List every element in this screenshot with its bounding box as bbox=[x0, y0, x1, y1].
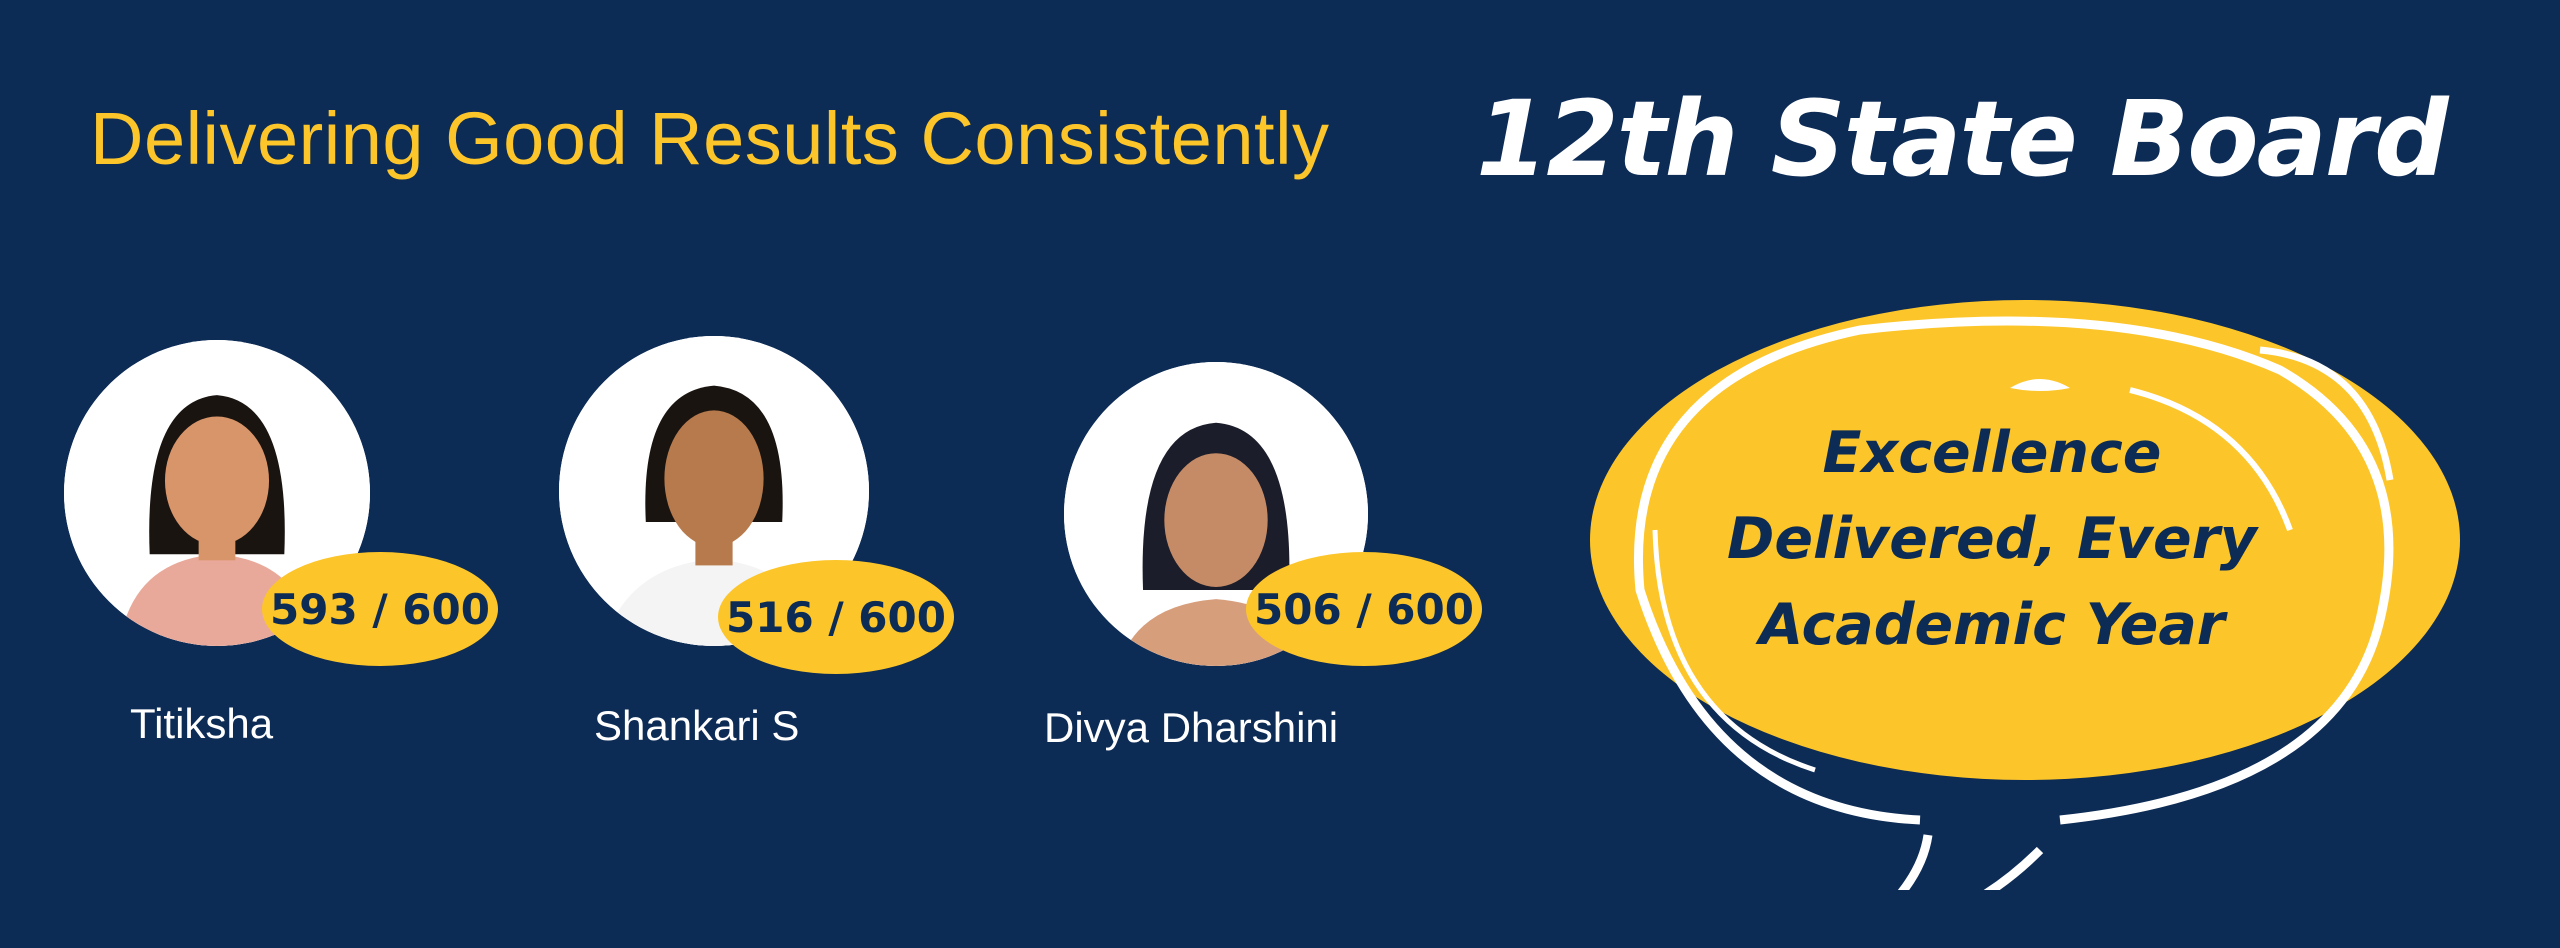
bubble-text: Excellence Delivered, Every Academic Yea… bbox=[1642, 410, 2342, 668]
bubble-line: Delivered, Every bbox=[1727, 506, 2257, 572]
score-badge: 516 / 600 bbox=[718, 560, 954, 674]
bubble-tail bbox=[1897, 834, 2044, 890]
bubble-fill bbox=[1590, 300, 2460, 780]
speech-bubble bbox=[1590, 300, 2460, 890]
board-title: 12th State Board bbox=[1476, 78, 2449, 200]
bubble-line: Academic Year bbox=[1759, 592, 2225, 658]
student-name: Titiksha bbox=[130, 700, 274, 747]
student-name: Shankari S bbox=[594, 702, 800, 749]
student-photo bbox=[559, 336, 869, 646]
score-badge: 506 / 600 bbox=[1246, 552, 1482, 666]
score-badge: 593 / 600 bbox=[262, 552, 498, 666]
tagline: Delivering Good Results Consistently bbox=[90, 97, 1330, 180]
student-name: Divya Dharshini bbox=[1044, 704, 1339, 751]
bubble-line: Excellence bbox=[1822, 420, 2162, 486]
student-photo bbox=[64, 340, 370, 646]
student-photo bbox=[1064, 362, 1368, 666]
bubble-outline bbox=[1634, 316, 2394, 825]
